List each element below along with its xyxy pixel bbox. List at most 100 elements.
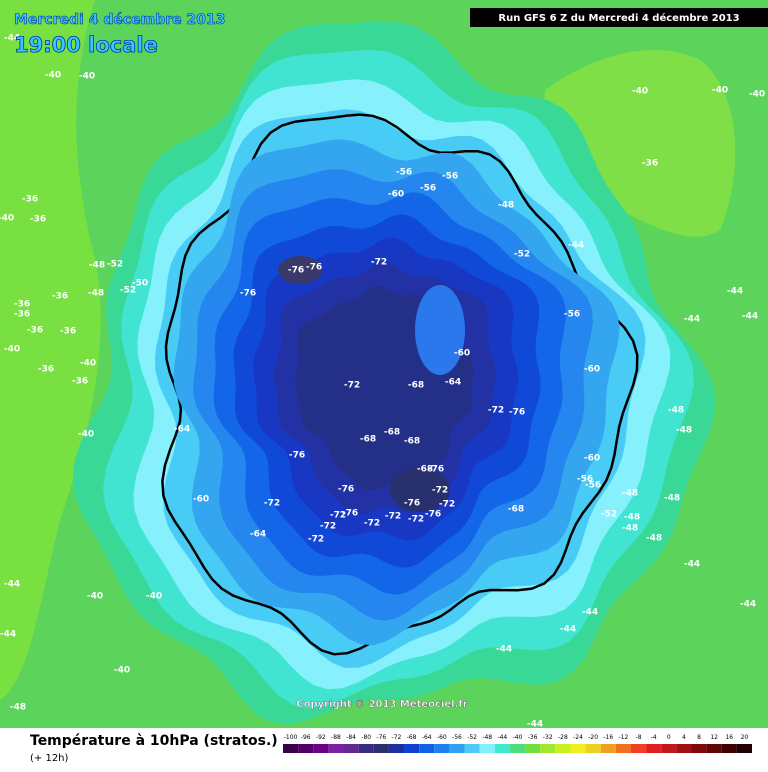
contour-label: -60 <box>584 365 600 375</box>
scale-label: -100 <box>284 734 298 741</box>
contour-label: -44 <box>4 580 20 590</box>
contour-label: -60 <box>454 349 470 359</box>
scale-swatch <box>358 744 374 753</box>
contour-label: -72 <box>488 406 504 416</box>
contour-label: -52 <box>120 286 136 296</box>
scale-swatch <box>509 744 526 753</box>
scale-swatch <box>615 744 631 753</box>
scale-label: 20 <box>741 734 749 741</box>
scale-label: -28 <box>558 734 568 741</box>
contour-label: -52 <box>514 250 530 260</box>
scale-swatch <box>298 744 314 753</box>
contour-label: -76 <box>342 509 358 519</box>
contour-label: -68 <box>508 505 524 515</box>
contour-label: -40 <box>749 90 765 100</box>
scale-label: -8 <box>636 734 642 741</box>
contour-label: -76 <box>425 510 441 520</box>
contour-label: -76 <box>289 451 305 461</box>
scale-label: 4 <box>682 734 686 741</box>
contour-label: -44 <box>0 630 16 640</box>
contour-label: -44 <box>684 315 700 325</box>
contour-label: -72 <box>371 258 387 268</box>
scale-swatch <box>313 744 329 753</box>
contour-label: -40 <box>114 666 130 676</box>
contour-labels: -44-40-40-36-36-40-48-52-48-52-50-36-36-… <box>0 34 765 730</box>
date: Mercredi 4 décembre 2013 <box>14 12 226 28</box>
contour-label: -48 <box>676 426 692 436</box>
contour-label: -48 <box>624 513 640 523</box>
contour-label: -36 <box>30 215 46 225</box>
contour-label: -56 <box>396 168 412 178</box>
scale-swatch <box>646 744 662 753</box>
scale-label: -48 <box>482 734 492 741</box>
scale-swatch <box>555 744 571 753</box>
contour-label: -44 <box>496 645 512 655</box>
contour-label: -68 <box>384 428 400 438</box>
contour-label: -60 <box>388 190 404 200</box>
contour-label: -72 <box>344 381 360 391</box>
scale-label: 16 <box>725 734 733 741</box>
scale-label: -16 <box>603 734 613 741</box>
cold-core <box>390 468 450 512</box>
cold-core <box>278 256 322 284</box>
scale-swatch <box>630 744 647 753</box>
contour-label: -48 <box>668 406 684 416</box>
scale-label: -20 <box>588 734 598 741</box>
copyright: Copyright © 2013 Meteociel.fr <box>296 699 467 710</box>
color-scale: -100 -96 -92 -88 -84 -80 -76 -72 -68 -64 -60 -56 -52… <box>283 734 752 753</box>
contour-label: -44 <box>4 34 20 44</box>
scale-label: -32 <box>543 734 553 741</box>
scale-swatch <box>540 744 556 753</box>
scale-swatch <box>691 744 707 753</box>
contour-label: -76 <box>240 289 256 299</box>
warm-pocket <box>415 285 465 375</box>
contour-label: -60 <box>584 454 600 464</box>
scale-swatch <box>388 744 405 753</box>
contour-label: -36 <box>52 292 68 302</box>
scale-label: -68 <box>407 734 417 741</box>
contour-label: -40 <box>79 72 95 82</box>
scale-label: -80 <box>361 734 371 741</box>
contour-label: -40 <box>632 87 648 97</box>
contour-label: -60 <box>193 495 209 505</box>
scale-swatch <box>736 744 752 753</box>
scale-swatch <box>661 744 677 753</box>
contour-label: -40 <box>78 430 94 440</box>
contour-label: -56 <box>585 481 601 491</box>
contour-label: -72 <box>432 486 448 496</box>
scale-swatch <box>283 744 299 753</box>
contour-label: -72 <box>320 522 336 532</box>
scale-label: -44 <box>497 734 507 741</box>
scale-label: -12 <box>618 734 628 741</box>
contour-label: -44 <box>568 241 584 251</box>
scale-swatch <box>419 744 435 753</box>
scale-swatch <box>328 744 344 753</box>
contour-label: -44 <box>727 287 743 297</box>
contour-label: -36 <box>22 195 38 205</box>
scale-label: -52 <box>467 734 477 741</box>
temperature-rings <box>72 21 716 725</box>
scale-label: -64 <box>422 734 432 741</box>
scale-swatch <box>373 744 389 753</box>
contour-label: -56 <box>564 310 580 320</box>
contour-label: -48 <box>622 489 638 499</box>
contour-label: -56 <box>442 172 458 182</box>
scale-label: -4 <box>651 734 657 741</box>
scale-label: -60 <box>437 734 447 741</box>
scale-label: -24 <box>573 734 583 741</box>
contour-label: -44 <box>740 600 756 610</box>
contour-label: -40 <box>146 592 162 602</box>
contour-label: -40 <box>45 71 61 81</box>
contour-label: -50 <box>132 279 148 289</box>
contour-label: -44 <box>684 560 700 570</box>
legend-title: Température à 10hPa (stratos.) <box>30 733 278 749</box>
scale-label: -76 <box>376 734 386 741</box>
scale-swatch <box>343 744 359 753</box>
scale-label: 12 <box>710 734 718 741</box>
contour-label: -36 <box>27 326 43 336</box>
scale-label: -92 <box>316 734 326 741</box>
contour-label: -56 <box>420 184 436 194</box>
contour-label: -44 <box>560 625 576 635</box>
scale-swatch <box>721 744 737 753</box>
